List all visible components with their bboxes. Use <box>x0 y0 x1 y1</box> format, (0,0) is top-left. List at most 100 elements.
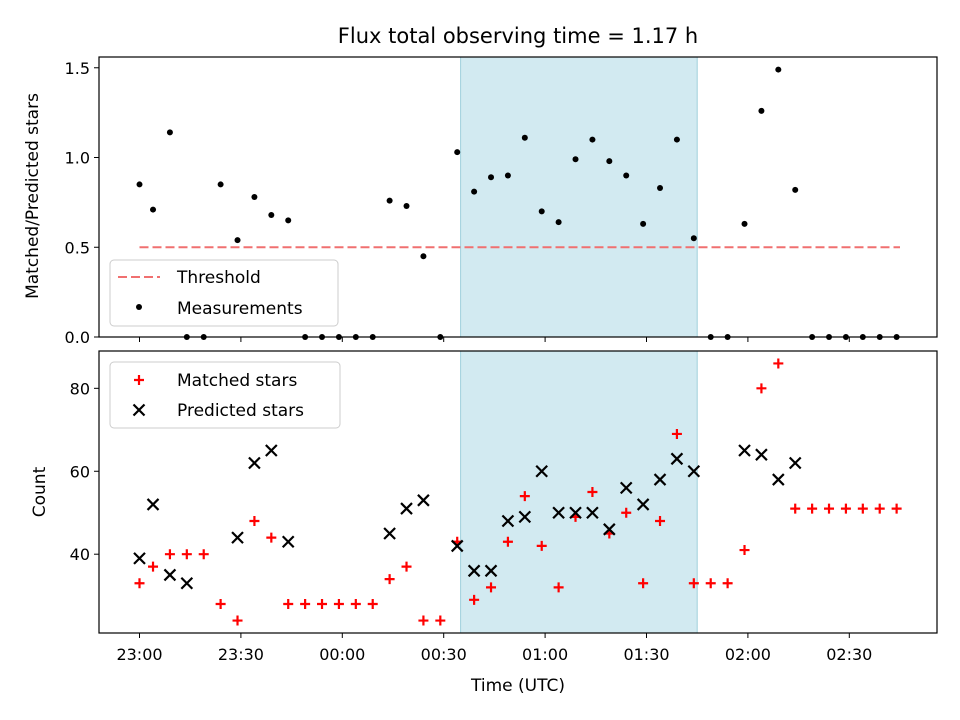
x-tick-label: 01:00 <box>522 645 568 664</box>
matched-star-point <box>756 383 767 394</box>
matched-star-point <box>486 582 497 593</box>
y-tick-label: 80 <box>70 379 90 398</box>
legend-box <box>109 361 341 429</box>
predicted-star-point <box>535 464 548 478</box>
measurement-point <box>775 66 782 73</box>
measurement-point <box>403 202 410 209</box>
matched-star-point <box>215 598 226 609</box>
matched-star-point <box>148 561 159 572</box>
matched-star-point <box>134 578 145 589</box>
y-tick-label: 0.5 <box>65 238 90 257</box>
predicted-star-point <box>248 456 261 470</box>
matched-star-point <box>739 545 750 556</box>
predicted-star-point <box>518 510 532 524</box>
predicted-star-point <box>653 473 667 486</box>
top-legend: Threshold Measurements <box>109 259 339 327</box>
predicted-star-point <box>738 444 751 457</box>
measurement-point <box>504 172 511 179</box>
measurement-point <box>488 174 495 181</box>
matched-star-point <box>435 615 446 626</box>
matched-star-point <box>705 578 716 589</box>
y-tick-label: 1.0 <box>65 149 90 168</box>
predicted-star-point <box>265 444 278 457</box>
matched-star-point <box>790 503 801 514</box>
matched-star-point <box>553 582 564 593</box>
bottom-panel-background <box>460 350 698 634</box>
matched-star-point <box>401 561 412 572</box>
predicted-star-point <box>281 535 295 549</box>
measurement-point <box>758 107 765 114</box>
matched-star-point <box>638 578 649 589</box>
measurement-point <box>640 220 647 227</box>
highlight-span <box>460 56 698 338</box>
matched-star-point <box>688 578 699 589</box>
measurement-point <box>166 129 173 136</box>
x-tick-label: 23:00 <box>116 645 162 664</box>
predicted-star-point <box>772 473 785 486</box>
bottom-legend: Matched stars Predicted stars <box>109 361 341 429</box>
predicted-star-point <box>450 539 464 553</box>
top-panel: 0.0 0.5 1.0 1.5 Matched/Predicted stars Thr… <box>23 56 938 347</box>
predicted-star-point <box>687 464 701 478</box>
predicted-star-point <box>569 506 582 520</box>
matched-star-point <box>655 516 666 527</box>
x-tick-label: 00:00 <box>319 645 365 664</box>
highlight-span <box>460 350 698 634</box>
measurement-point <box>623 172 630 179</box>
predicted-star-point <box>484 564 498 578</box>
matched-star-point <box>536 540 547 551</box>
matched-star-point <box>418 615 429 626</box>
predicted-star-point <box>163 568 177 582</box>
matched-star-point <box>621 507 632 518</box>
predicted-star-point <box>146 498 160 511</box>
x-tick-label: 00:30 <box>421 645 467 664</box>
matched-star-point <box>469 594 480 605</box>
legend-box <box>109 259 339 327</box>
matched-star-point <box>671 428 682 439</box>
y-tick-label: 40 <box>70 545 90 564</box>
legend-predicted-label: Predicted stars <box>177 401 304 421</box>
top-panel-background <box>460 56 698 338</box>
measurement-point <box>555 219 562 226</box>
predicted-star-point <box>586 506 599 520</box>
measurement-point <box>251 194 258 200</box>
measurement-point <box>589 136 596 143</box>
matched-star-point <box>350 598 361 609</box>
predicted-star-point <box>383 527 396 540</box>
matched-star-point <box>807 503 818 514</box>
measurement-point <box>572 156 579 163</box>
top-panel-marks <box>136 66 900 340</box>
measurement-point <box>657 185 664 192</box>
predicted-star-point <box>636 498 650 511</box>
top-panel-axes: 0.0 0.5 1.0 1.5 <box>65 56 938 347</box>
predicted-star-point <box>133 552 146 565</box>
matched-star-point <box>283 598 294 609</box>
matched-star-point <box>232 615 243 626</box>
measurement-point <box>420 253 427 260</box>
bottom-panel-axes: 40 60 80 23:00 23:30 00:00 00:30 01:00 01:30 02:0… <box>70 350 938 664</box>
matched-star-point <box>874 503 885 514</box>
measurement-point <box>454 149 461 156</box>
bottom-panel-marks <box>133 358 902 626</box>
measurement-point <box>690 235 697 242</box>
bottom-panel: 40 60 80 23:00 23:30 00:00 00:30 01:00 01:30 02:0… <box>30 350 938 696</box>
matched-star-point <box>249 516 260 527</box>
predicted-star-point <box>400 502 413 515</box>
measurement-point <box>217 181 224 188</box>
predicted-star-point <box>755 448 768 461</box>
matched-star-point <box>587 487 598 497</box>
predicted-star-point <box>417 494 430 507</box>
legend-measurements-swatch <box>136 304 142 310</box>
y-tick-label: 0.0 <box>65 328 90 347</box>
predicted-star-point <box>552 506 565 520</box>
matched-star-point <box>317 598 328 609</box>
matched-star-point <box>333 598 344 609</box>
measurement-point <box>386 197 393 204</box>
matched-star-point <box>840 503 851 514</box>
matched-star-point <box>300 598 311 609</box>
measurement-point <box>538 208 545 215</box>
matched-star-point <box>857 503 868 514</box>
measurement-point <box>150 206 157 213</box>
measurement-point <box>741 220 748 227</box>
